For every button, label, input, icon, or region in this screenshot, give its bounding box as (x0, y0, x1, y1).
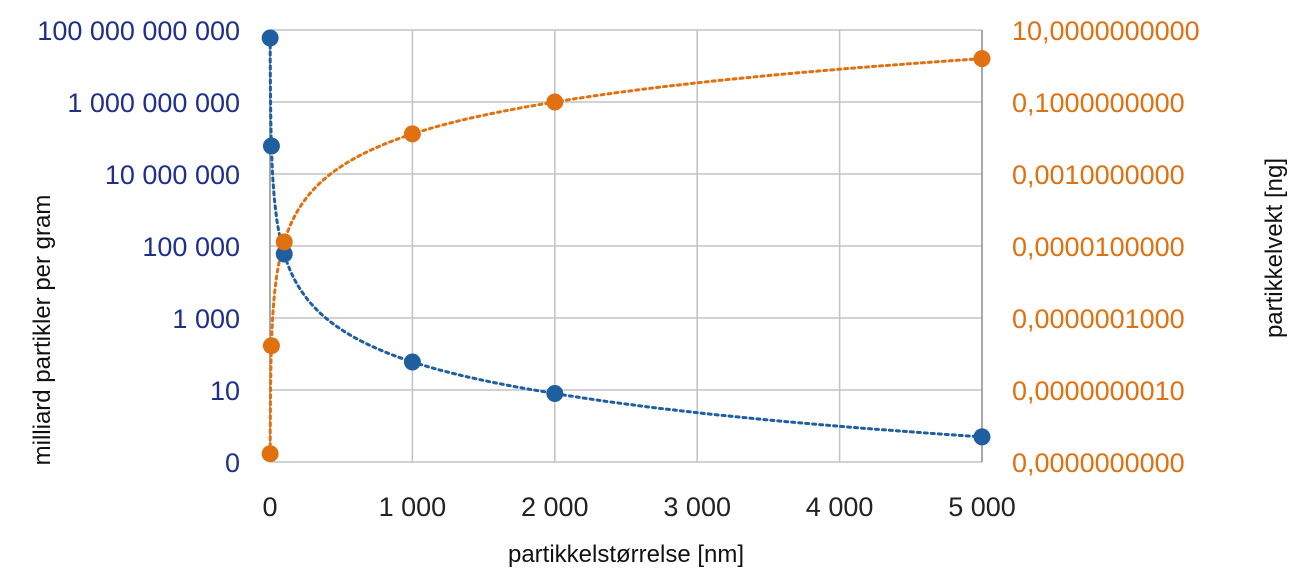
x-axis-title: partikkelstørrelse [nm] (508, 541, 744, 568)
left-series-point (262, 137, 280, 155)
right-series-point (261, 445, 279, 463)
right-series-trend (268, 57, 984, 456)
right-series-point (546, 93, 564, 111)
right-series-point (262, 337, 280, 355)
x-tick-label: 0 (262, 492, 277, 522)
right-tick-label: 10,0000000000 (1012, 16, 1200, 46)
right-axis-title: partikkelvekt [ng] (1261, 158, 1288, 338)
right-tick-label: 0,0000000000 (1012, 448, 1185, 478)
right-tick-label: 0,1000000000 (1012, 88, 1185, 118)
left-tick-label: 10 (210, 376, 240, 406)
x-tick-label: 1 000 (379, 492, 447, 522)
right-series-point (403, 125, 421, 143)
left-series-point (261, 29, 279, 47)
left-series-point (546, 384, 564, 402)
left-tick-label: 100 000 (142, 232, 240, 262)
left-axis-title: milliard partikler per gram (29, 195, 56, 466)
x-tick-label: 4 000 (806, 492, 874, 522)
left-series-point (403, 353, 421, 371)
right-tick-label: 0,0000000010 (1012, 376, 1185, 406)
grid-lines (269, 29, 983, 463)
x-tick-label: 2 000 (521, 492, 589, 522)
left-tick-label: 1 000 (172, 304, 240, 334)
x-tick-label: 5 000 (948, 492, 1016, 522)
left-series-trend (268, 36, 984, 439)
data-points (261, 29, 991, 463)
right-series-point (973, 50, 991, 68)
right-tick-label: 0,0010000000 (1012, 160, 1185, 190)
right-tick-label: 0,0000001000 (1012, 304, 1185, 334)
tick-labels: 0 10 1 000 100 000 10 000 000 1 000 000 000 10… (37, 16, 1199, 522)
left-tick-label: 10 000 000 (105, 160, 240, 190)
left-tick-label: 1 000 000 000 (67, 88, 240, 118)
right-series-point (275, 233, 293, 251)
x-tick-label: 3 000 (663, 492, 731, 522)
right-tick-label: 0,0000100000 (1012, 232, 1185, 262)
left-tick-label: 100 000 000 000 (37, 16, 240, 46)
left-series-point (275, 245, 293, 263)
left-tick-label: 0 (225, 448, 240, 478)
left-series-point (973, 428, 991, 446)
trend-lines (268, 36, 984, 456)
